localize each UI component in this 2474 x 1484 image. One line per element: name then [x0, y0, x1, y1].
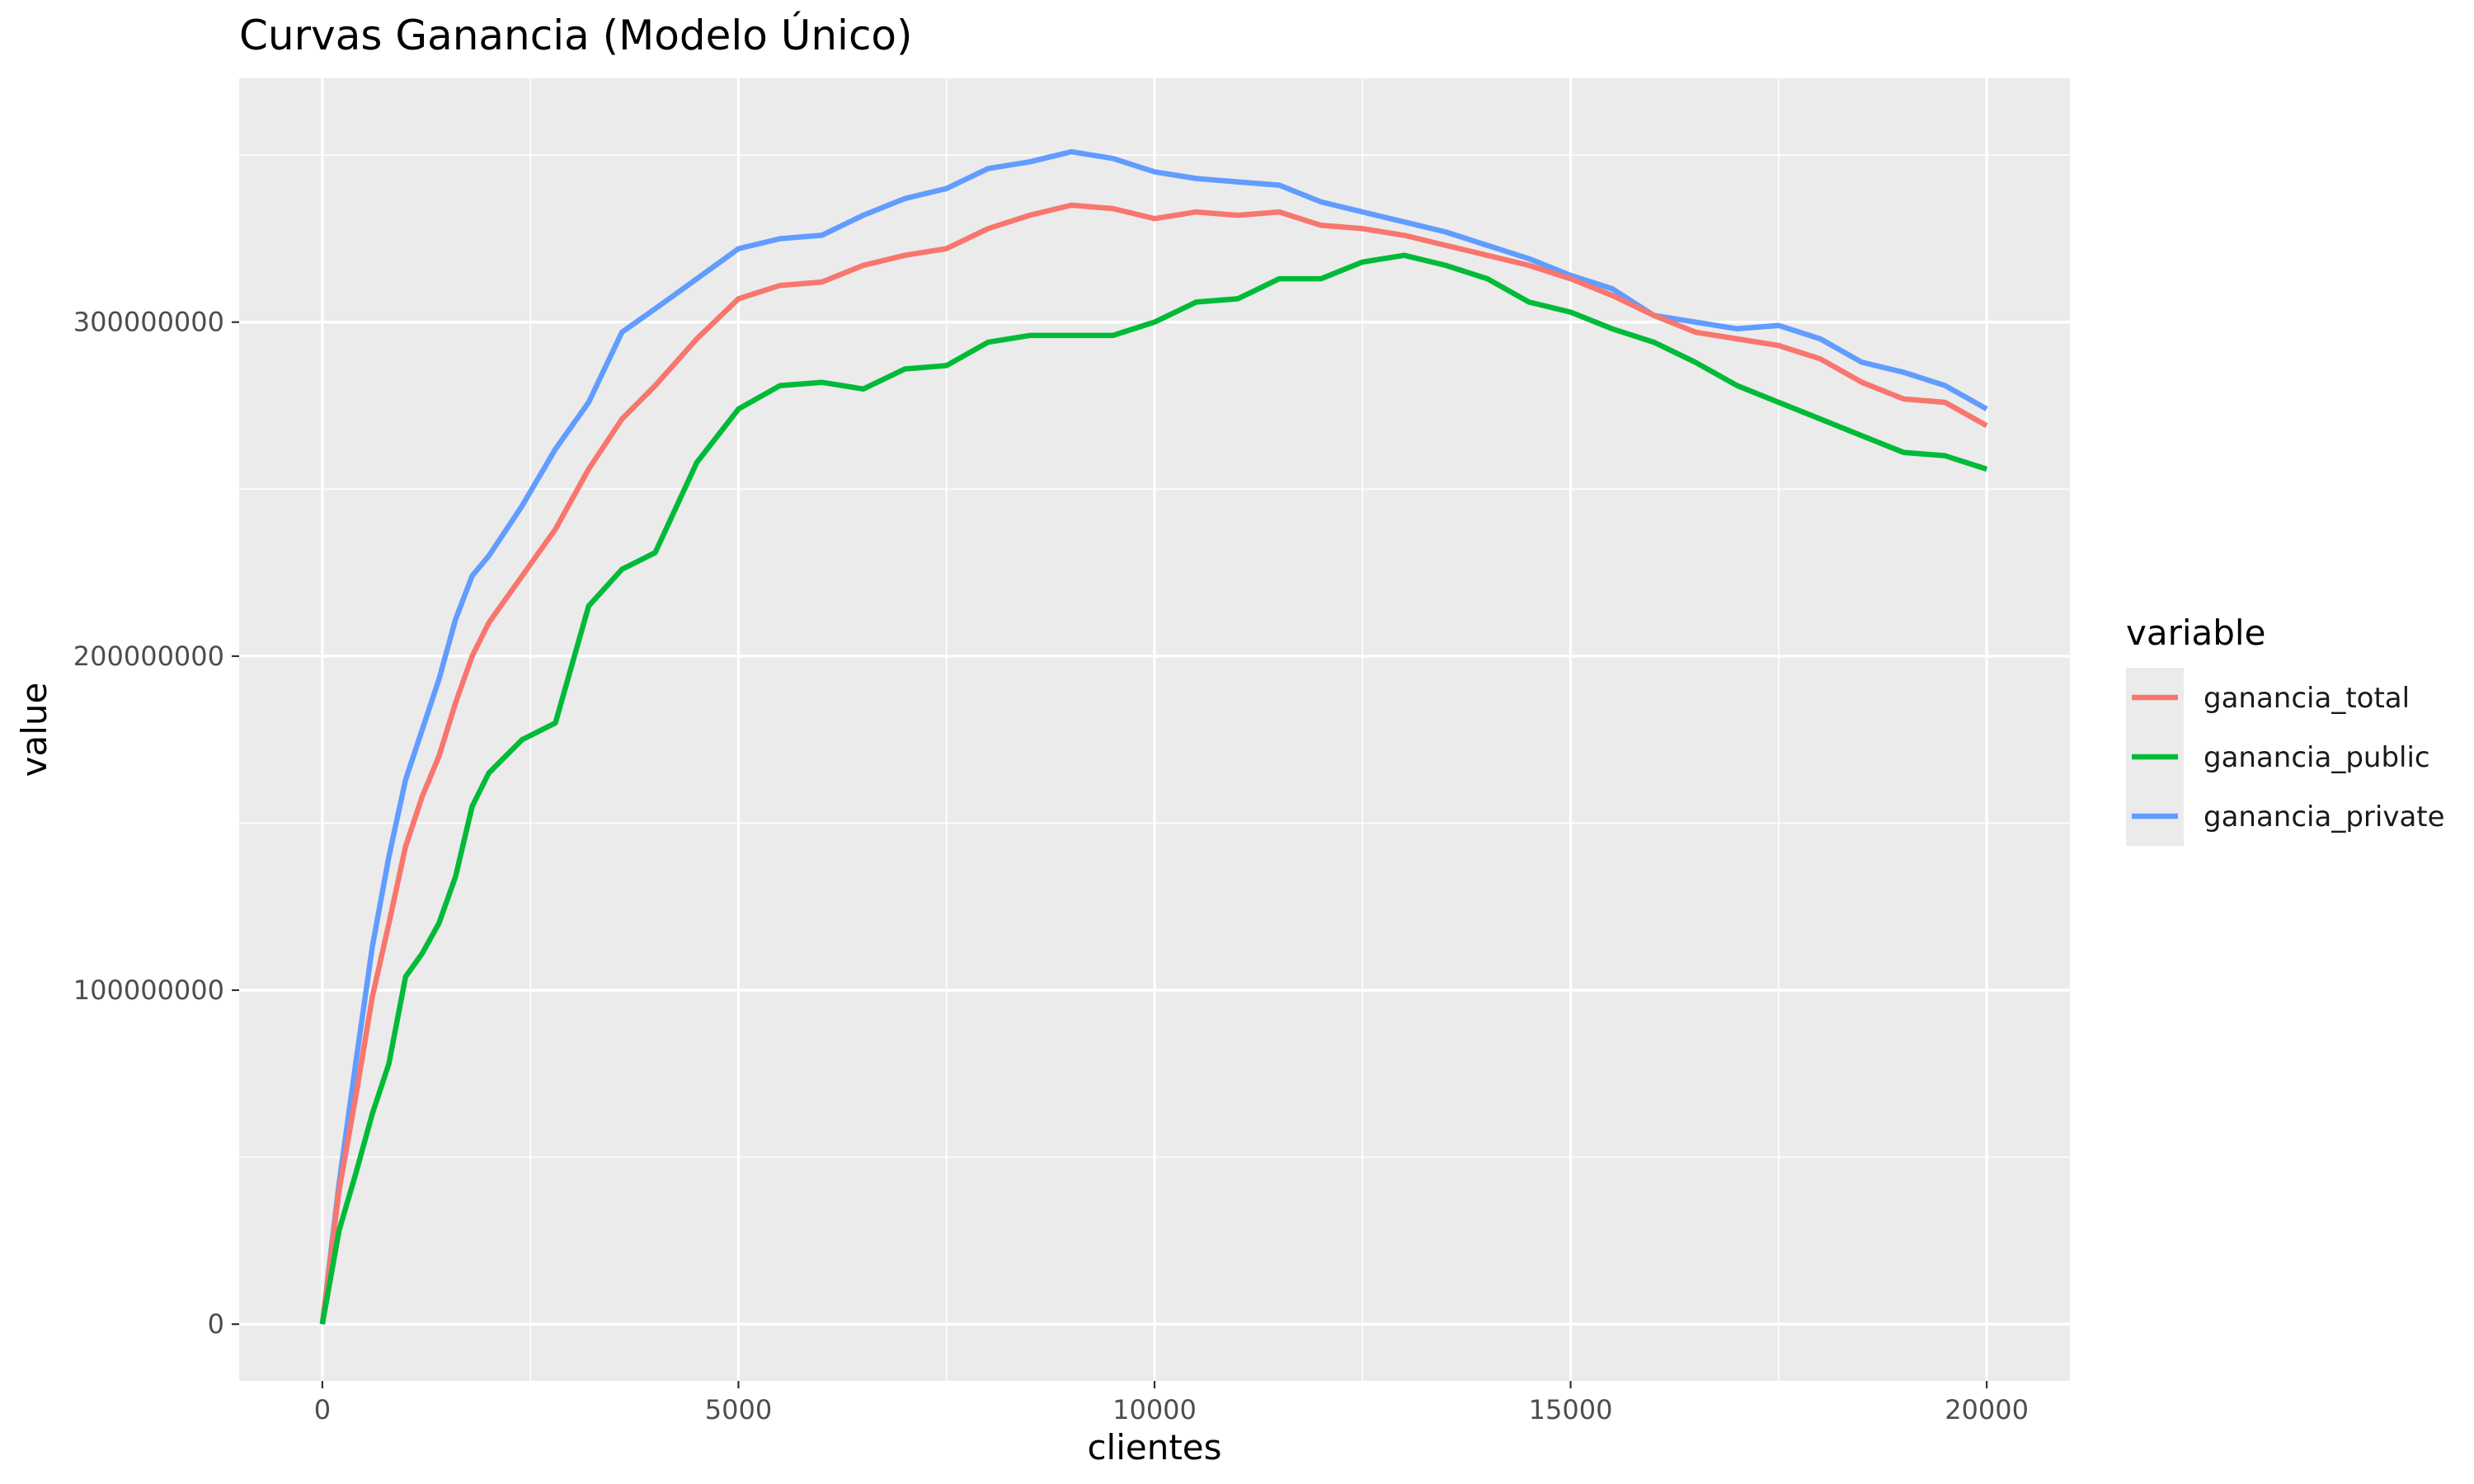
series-line-ganancia_total [319, 202, 1988, 1325]
x-tick-label: 15000 [1529, 1394, 1613, 1425]
y-tick-label: 100000000 [73, 974, 224, 1006]
series-lines [319, 148, 1988, 1325]
y-tick-label: 300000000 [73, 307, 224, 338]
y-tick-label: 200000000 [73, 641, 224, 672]
legend-items: ganancia_total ganancia_public ganancia_pr… [2126, 668, 2445, 846]
legend-label: ganancia_private [2204, 801, 2445, 834]
x-axis-title: clientes [1087, 1427, 1221, 1468]
y-axis-ticks: 0 100000000 200000000 300000000 [73, 307, 239, 1340]
chart-title: Curvas Ganancia (Modelo Único) [239, 11, 913, 59]
y-tick-label: 0 [208, 1308, 224, 1340]
series-line-ganancia_public [319, 252, 1988, 1325]
x-tick-label: 10000 [1112, 1394, 1197, 1425]
x-tick-label: 20000 [1945, 1394, 2029, 1425]
legend-label: ganancia_total [2204, 682, 2410, 715]
legend-title: variable [2126, 613, 2265, 653]
major-gridlines [239, 78, 2070, 1381]
x-axis-ticks: 0 5000 10000 15000 20000 [314, 1381, 2029, 1425]
legend-label: ganancia_public [2204, 741, 2430, 774]
legend: variable ganancia_totalganancia_publicga… [2126, 613, 2445, 846]
y-axis-title: value [14, 683, 54, 777]
x-tick-label: 0 [314, 1394, 331, 1425]
x-tick-label: 5000 [705, 1394, 772, 1425]
